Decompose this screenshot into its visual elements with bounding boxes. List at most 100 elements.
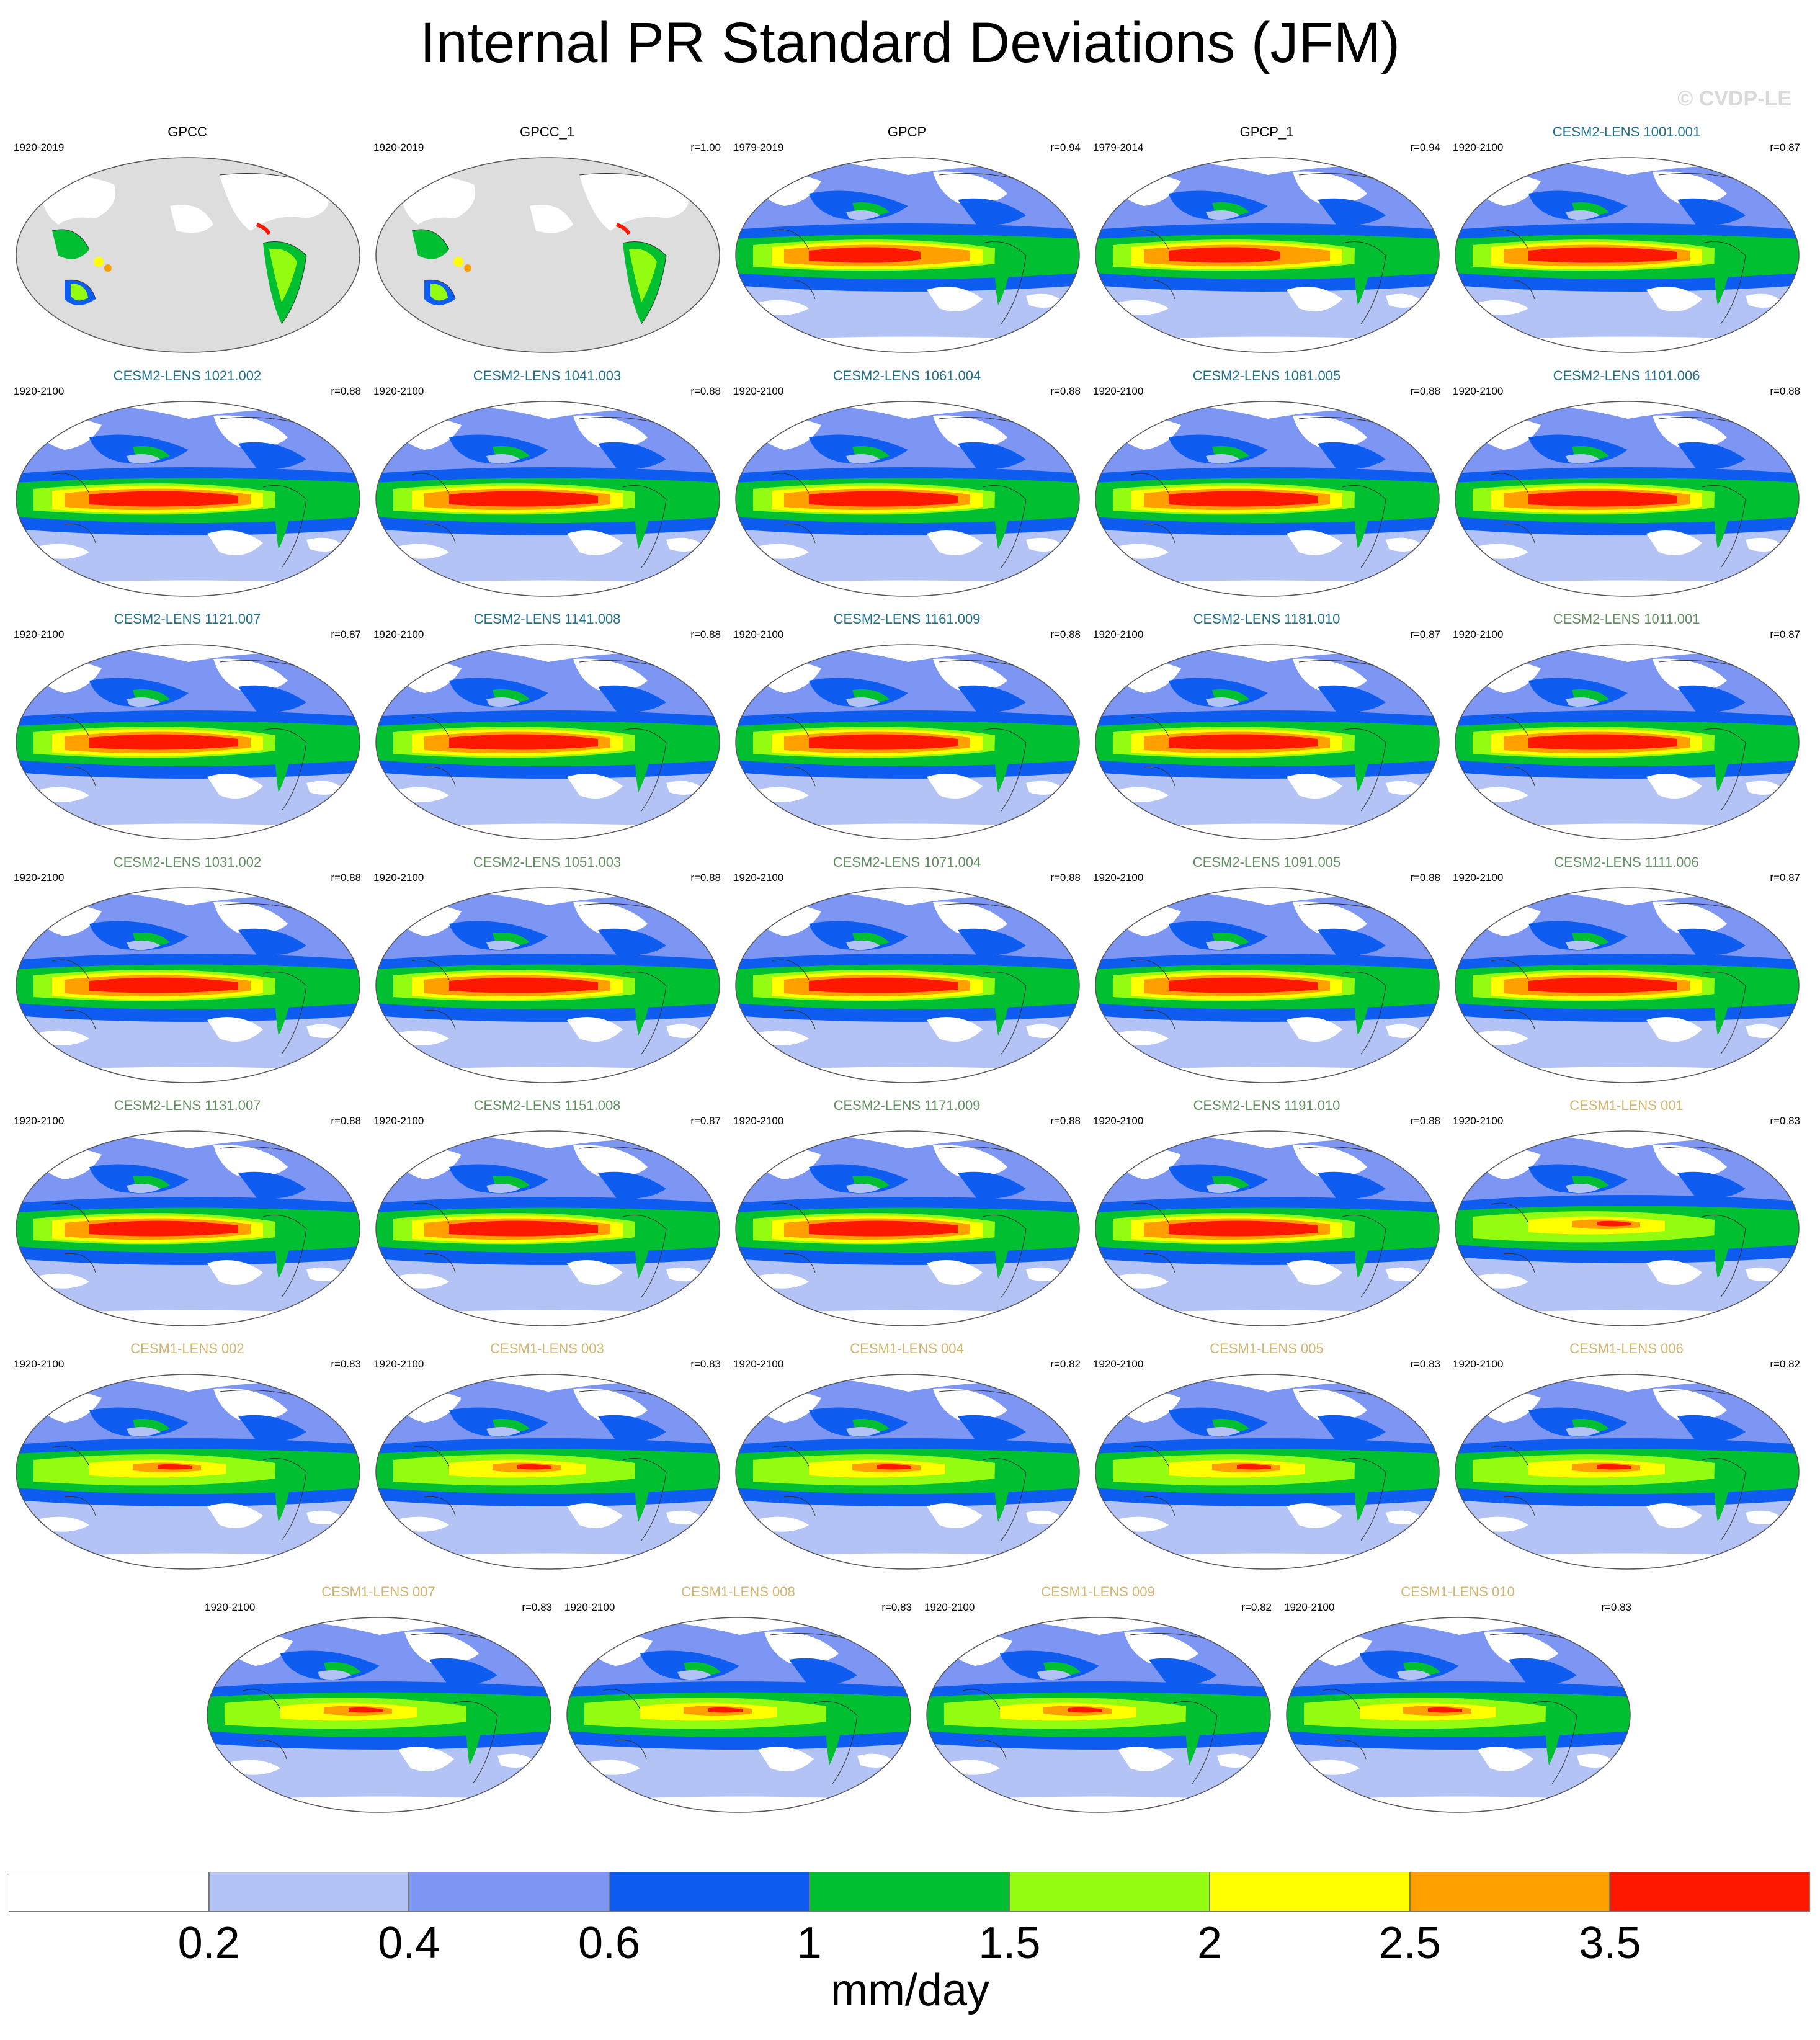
world-map <box>735 1130 1080 1326</box>
panel-years: 1920-2100 <box>14 872 65 884</box>
world-map <box>207 1617 551 1813</box>
panel-correlation: r=0.83 <box>881 1601 912 1613</box>
panel-years: 1920-2100 <box>733 385 784 397</box>
world-map <box>735 157 1080 353</box>
colorbar-segment <box>809 1872 1010 1912</box>
map-panel: CESM2-LENS 1041.003 1920-2100 r=0.88 <box>367 368 727 597</box>
panel-correlation: r=0.94 <box>1050 141 1081 153</box>
world-map <box>16 1374 360 1570</box>
panel-years: 1920-2100 <box>1453 1115 1504 1127</box>
map-panel: CESM2-LENS 1081.005 1920-2100 r=0.88 <box>1087 368 1447 597</box>
map-panel: CESM2-LENS 1131.007 1920-2100 r=0.88 <box>7 1098 367 1327</box>
colorbar-tick-label: 1 <box>796 1918 822 1968</box>
colorbar-tick-label: 2.5 <box>1378 1918 1441 1968</box>
panel-correlation: r=0.83 <box>1770 1115 1800 1127</box>
panel-years: 1920-2019 <box>373 141 424 153</box>
map-panel: CESM1-LENS 002 1920-2100 r=0.83 <box>7 1341 367 1570</box>
panel-correlation: r=0.88 <box>690 629 721 640</box>
map-panel: CESM2-LENS 1141.008 1920-2100 r=0.88 <box>367 611 727 841</box>
panel-title: CESM1-LENS 003 <box>490 1341 604 1356</box>
world-map <box>1095 887 1440 1083</box>
world-map <box>1095 157 1440 353</box>
panel-title: CESM2-LENS 1131.007 <box>114 1098 261 1113</box>
panel-correlation: r=0.83 <box>690 1358 721 1370</box>
panel-years: 1920-2100 <box>373 1115 424 1127</box>
map-panel: GPCP_1 1979-2014 r=0.94 <box>1087 124 1447 354</box>
world-map <box>16 887 360 1083</box>
panel-title: CESM1-LENS 004 <box>850 1341 964 1356</box>
map-panel: CESM2-LENS 1061.004 1920-2100 r=0.88 <box>727 368 1087 597</box>
colorbar-segment <box>409 1872 609 1912</box>
panel-title: CESM2-LENS 1161.009 <box>833 611 981 627</box>
panel-correlation: r=0.87 <box>1770 141 1800 153</box>
map-panel: CESM2-LENS 1091.005 1920-2100 r=0.88 <box>1087 854 1447 1084</box>
panel-correlation: r=0.83 <box>1601 1601 1631 1613</box>
world-map <box>735 887 1080 1083</box>
map-panel: CESM2-LENS 1191.010 1920-2100 r=0.88 <box>1087 1098 1447 1327</box>
panel-correlation: r=0.83 <box>1410 1358 1440 1370</box>
panel-years: 1920-2100 <box>1284 1601 1335 1613</box>
map-panel: CESM2-LENS 1181.010 1920-2100 r=0.87 <box>1087 611 1447 841</box>
panel-title: GPCC <box>167 124 207 140</box>
panel-title: GPCC_1 <box>519 124 575 140</box>
panel-title: CESM2-LENS 1101.006 <box>1553 368 1700 383</box>
panel-years: 1920-2100 <box>14 629 65 640</box>
world-map <box>375 401 720 597</box>
world-map <box>1455 157 1800 353</box>
colorbar-segment <box>1409 1872 1610 1912</box>
colorbar-tick-label: 3.5 <box>1579 1918 1641 1968</box>
colorbar-tick-label: 0.4 <box>378 1918 440 1968</box>
panel-title: CESM2-LENS 1121.007 <box>114 611 261 627</box>
map-panel: CESM1-LENS 010 1920-2100 r=0.83 <box>1278 1584 1638 1814</box>
world-map <box>735 644 1080 840</box>
panel-title: CESM2-LENS 1191.010 <box>1193 1098 1340 1113</box>
colorbar-tick-label: 0.2 <box>177 1918 240 1968</box>
panel-years: 1920-2100 <box>733 1115 784 1127</box>
world-map <box>375 1130 720 1326</box>
panel-title: CESM2-LENS 1071.004 <box>832 854 981 870</box>
map-panel: CESM1-LENS 007 1920-2100 r=0.83 <box>199 1584 558 1814</box>
panel-years: 1920-2100 <box>1093 1358 1144 1370</box>
world-map <box>375 1374 720 1570</box>
panel-correlation: r=0.88 <box>1410 872 1440 884</box>
panel-correlation: r=0.88 <box>690 872 721 884</box>
colorbar-segment <box>1210 1872 1410 1912</box>
map-panel: CESM2-LENS 1051.003 1920-2100 r=0.88 <box>367 854 727 1084</box>
panel-correlation: r=0.88 <box>1050 629 1081 640</box>
colorbar-segment <box>9 1872 209 1912</box>
panel-title: CESM2-LENS 1091.005 <box>1192 854 1341 870</box>
panel-years: 1920-2100 <box>1453 1358 1504 1370</box>
panel-correlation: r=0.88 <box>331 385 361 397</box>
world-map <box>735 401 1080 597</box>
panel-years: 1920-2100 <box>1093 1115 1144 1127</box>
panel-title: GPCP <box>887 124 927 140</box>
map-panel: GPCP 1979-2019 r=0.94 <box>727 124 1087 354</box>
panel-years: 1920-2100 <box>14 1115 65 1127</box>
panel-title: CESM2-LENS 1021.002 <box>113 368 262 383</box>
panel-correlation: r=0.88 <box>690 385 721 397</box>
map-panel: CESM2-LENS 1171.009 1920-2100 r=0.88 <box>727 1098 1087 1327</box>
world-map <box>1095 1130 1440 1326</box>
map-panel: CESM2-LENS 1111.006 1920-2100 r=0.87 <box>1447 854 1806 1084</box>
panel-correlation: r=0.88 <box>1050 385 1081 397</box>
panel-title: CESM2-LENS 1061.004 <box>832 368 981 383</box>
panel-years: 1920-2100 <box>373 1358 424 1370</box>
world-map <box>1455 401 1800 597</box>
panel-correlation: r=0.87 <box>331 629 361 640</box>
map-panel: CESM1-LENS 005 1920-2100 r=0.83 <box>1087 1341 1447 1570</box>
panel-correlation: r=0.83 <box>331 1358 361 1370</box>
panel-title: CESM2-LENS 1041.003 <box>473 368 622 383</box>
map-panel: CESM2-LENS 1071.004 1920-2100 r=0.88 <box>727 854 1087 1084</box>
colorbar-tick-label: 1.5 <box>978 1918 1041 1968</box>
panel-years: 1920-2100 <box>1453 385 1504 397</box>
panel-title: CESM1-LENS 001 <box>1569 1098 1684 1113</box>
panel-correlation: r=0.82 <box>1770 1358 1800 1370</box>
panel-correlation: r=0.88 <box>331 1115 361 1127</box>
world-map <box>1455 887 1800 1083</box>
panel-correlation: r=0.83 <box>522 1601 552 1613</box>
map-panel: CESM2-LENS 1121.007 1920-2100 r=0.87 <box>7 611 367 841</box>
map-panel: CESM1-LENS 001 1920-2100 r=0.83 <box>1447 1098 1806 1327</box>
panel-title: CESM2-LENS 1141.008 <box>473 611 621 627</box>
page-title: Internal PR Standard Deviations (JFM) <box>420 11 1400 74</box>
world-map <box>16 644 360 840</box>
